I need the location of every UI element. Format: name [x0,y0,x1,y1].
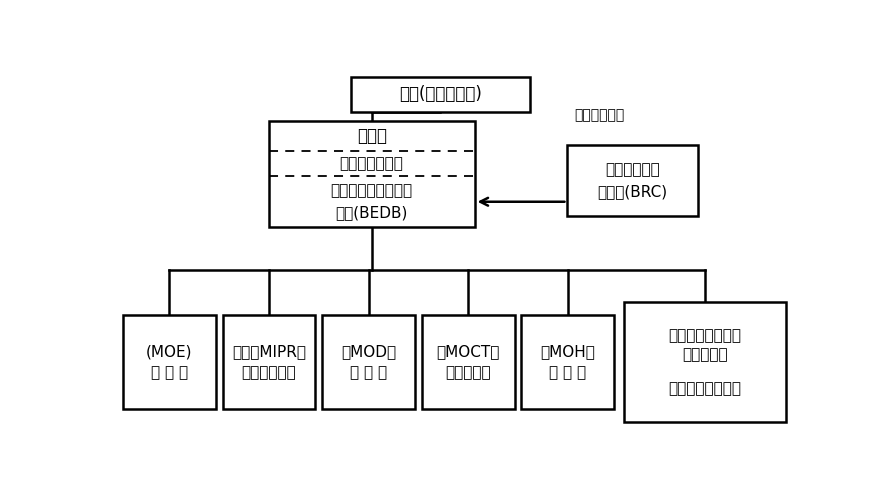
Text: （諮問機関）: （諮問機関） [574,109,625,123]
Text: エネルギー大臣: エネルギー大臣 [339,156,404,171]
Text: ブルネイ工科大学: ブルネイ工科大学 [669,381,742,396]
Text: 保 健 省: 保 健 省 [549,365,587,380]
Text: （MOH）: （MOH） [540,344,595,359]
Text: 源省（MIPR）: 源省（MIPR） [232,344,306,359]
Text: 通信交通省: 通信交通省 [446,365,491,380]
Bar [123,314,216,410]
Bar [222,314,315,410]
Bar [625,301,786,423]
Bar [268,121,475,227]
Text: （MOCT）: （MOCT） [437,344,500,359]
Text: ブルネイ・ダルサ: ブルネイ・ダルサ [669,328,742,343]
Text: 国王(首相を兼務): 国王(首相を兼務) [399,85,482,103]
Bar [351,77,530,112]
Text: ブルネイ研究
評議会(BRC): ブルネイ研究 評議会(BRC) [597,162,668,199]
Text: 産業・一次資: 産業・一次資 [242,365,297,380]
Text: （MOD）: （MOD） [341,344,396,359]
Bar [422,314,515,410]
Bar [323,314,415,410]
Text: ブルネイ経済開発委
員会(BEDB): ブルネイ経済開発委 員会(BEDB) [330,183,413,220]
Text: 首相府: 首相府 [357,128,386,145]
Text: (MOE): (MOE) [146,344,193,359]
Text: 開 発 省: 開 発 省 [350,365,387,380]
Bar [567,145,698,216]
Text: ラーム大学: ラーム大学 [682,347,728,362]
Bar [521,314,614,410]
Text: 教 育 省: 教 育 省 [151,365,188,380]
